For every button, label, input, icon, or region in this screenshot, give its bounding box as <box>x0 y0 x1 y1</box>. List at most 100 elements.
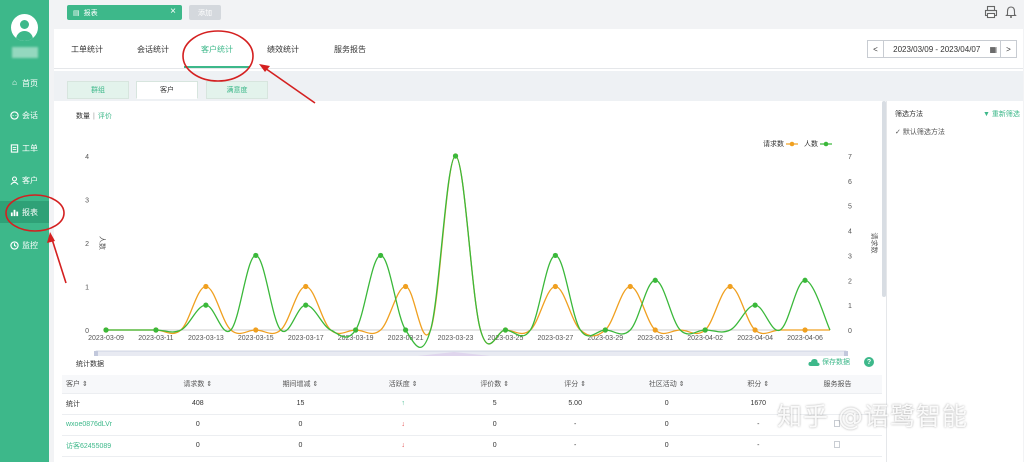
data-point <box>802 327 808 333</box>
date-range-picker[interactable]: < 2023/03/09 - 2023/04/07 ▦ > <box>867 40 1017 58</box>
metric-count[interactable]: 数量 <box>76 113 90 120</box>
x-tick-label: 2023-03-27 <box>537 335 573 342</box>
data-point <box>552 252 558 259</box>
data-zoom-preview <box>417 352 491 356</box>
sidebar-item-label: 监控 <box>22 240 38 250</box>
report-panel: 工单统计 会话统计 客户统计 绩效统计 服务报告 < 2023/03/09 - … <box>54 29 1023 462</box>
col-points[interactable]: 积分 ⇕ <box>723 375 793 394</box>
monitor-icon <box>10 240 19 250</box>
data-point <box>752 327 758 333</box>
active-tab-underline <box>184 66 250 68</box>
col-requests[interactable]: 请求数 ⇕ <box>152 375 244 394</box>
sidebar-item-chat[interactable]: 会话 <box>0 104 49 126</box>
cell-period-change: 0 <box>243 435 358 457</box>
subtab-group[interactable]: 群组 <box>67 81 129 99</box>
subtab-customer[interactable]: 客户 <box>136 81 198 99</box>
tab-session-stats[interactable]: 会话统计 <box>137 45 169 54</box>
page-tab-reports[interactable]: ▤ 报表 × <box>67 5 182 20</box>
add-tab-button[interactable]: 添加 <box>189 5 221 20</box>
tab-service-report[interactable]: 服务报告 <box>334 45 366 54</box>
sidebar-item-home[interactable]: ⌂ 首页 <box>0 72 49 94</box>
tab-ticket-stats[interactable]: 工单统计 <box>71 45 103 54</box>
cell-customer-link[interactable]: wxoe0876dLVr <box>62 414 152 436</box>
document-icon[interactable] <box>834 441 841 448</box>
cell-points: - <box>723 435 793 457</box>
x-tick-label: 2023-03-15 <box>238 335 274 342</box>
save-data-button[interactable]: 保存数据 <box>808 357 850 367</box>
x-tick-label: 2023-04-06 <box>787 335 823 342</box>
data-point <box>203 302 209 308</box>
table-header-row: 客户 ⇕ 请求数 ⇕ 期间增减 ⇕ 活跃度 ⇕ 评价数 ⇕ 评分 ⇕ 社区活动 … <box>62 375 882 394</box>
date-range-value[interactable]: 2023/03/09 - 2023/04/07 <box>893 44 981 54</box>
cell-period-change: 0 <box>243 414 358 436</box>
printer-icon[interactable] <box>984 5 998 19</box>
col-period-change[interactable]: 期间增减 ⇕ <box>243 375 358 394</box>
x-tick-label: 2023-03-29 <box>587 335 623 342</box>
watermark: 知乎 @语鹭智能 <box>777 402 968 431</box>
cell-points: - <box>723 414 793 436</box>
cloud-icon <box>808 358 820 366</box>
sub-tab-band: 群组 客户 满意度 <box>54 71 1023 101</box>
cell-requests: 0 <box>152 435 244 457</box>
data-point <box>627 283 633 290</box>
arrow-down-icon: ↓ <box>401 421 405 428</box>
cell-community: 0 <box>609 393 724 415</box>
data-point <box>602 327 608 333</box>
cell-points: 1670 <box>723 393 793 415</box>
series-line-0 <box>106 155 830 345</box>
date-prev-button[interactable]: < <box>868 41 884 57</box>
close-icon[interactable]: × <box>170 6 176 17</box>
sidebar-item-label: 首页 <box>22 78 38 88</box>
bell-icon[interactable] <box>1004 5 1018 19</box>
y-tick-left: 0 <box>85 328 89 335</box>
data-zoom-slider <box>95 350 847 356</box>
sidebar-item-customer[interactable]: 客户 <box>0 169 49 191</box>
sidebar-item-ticket[interactable]: 工单 <box>0 137 49 159</box>
date-next-button[interactable]: > <box>1000 41 1016 57</box>
arrow-up-icon: ↑ <box>401 400 405 407</box>
avatar[interactable] <box>11 14 38 41</box>
filter-reset-button[interactable]: ▼ 重新筛选 <box>983 109 1020 119</box>
metric-evaluation[interactable]: 评价 <box>97 113 112 120</box>
cell-customer-link[interactable]: 访客62455089 <box>62 435 152 457</box>
sidebar-item-label: 报表 <box>22 207 38 217</box>
y-tick-left: 2 <box>85 241 89 248</box>
data-point <box>303 302 309 308</box>
data-point <box>502 327 509 333</box>
save-data-label: 保存数据 <box>822 359 850 366</box>
user-name-blurred <box>12 47 38 58</box>
cell-score: - <box>540 414 610 436</box>
cell-evaluations: 0 <box>448 435 541 457</box>
col-evaluations[interactable]: 评价数 ⇕ <box>448 375 541 394</box>
help-icon[interactable]: ? <box>864 357 874 367</box>
cell-score: - <box>540 435 610 457</box>
cell-evaluations: 5 <box>448 393 541 415</box>
col-customer[interactable]: 客户 ⇕ <box>62 375 152 394</box>
series-line-1 <box>106 155 831 348</box>
document-icon[interactable] <box>834 420 841 427</box>
data-point <box>752 302 758 308</box>
data-point <box>402 283 409 290</box>
x-tick-label: 2023-04-02 <box>687 335 723 342</box>
legend-marker <box>789 141 795 147</box>
sidebar-item-reports[interactable]: 报表 <box>0 201 49 223</box>
data-point <box>652 277 658 283</box>
x-tick-label: 2023-03-17 <box>288 335 324 342</box>
top-tab-bar: ▤ 报表 × 添加 <box>49 0 1024 25</box>
subtab-satisfaction[interactable]: 满意度 <box>206 81 268 99</box>
calendar-icon[interactable]: ▦ <box>989 44 997 54</box>
home-icon: ⌂ <box>12 78 17 87</box>
tab-performance-stats[interactable]: 绩效统计 <box>267 45 299 54</box>
col-score[interactable]: 评分 ⇕ <box>540 375 610 394</box>
filter-default-option[interactable]: ✓ 默认筛选方法 <box>895 127 945 137</box>
tab-customer-stats[interactable]: 客户统计 <box>201 45 233 54</box>
chart-scrollbar[interactable] <box>882 101 886 297</box>
data-point <box>303 283 309 290</box>
y-tick-right: 3 <box>848 253 852 260</box>
data-point <box>402 327 409 333</box>
col-activity[interactable]: 活跃度 ⇕ <box>357 375 449 394</box>
y-tick-left: 4 <box>85 154 89 161</box>
col-community[interactable]: 社区活动 ⇕ <box>609 375 724 394</box>
sidebar-item-monitor[interactable]: 监控 <box>0 234 49 256</box>
